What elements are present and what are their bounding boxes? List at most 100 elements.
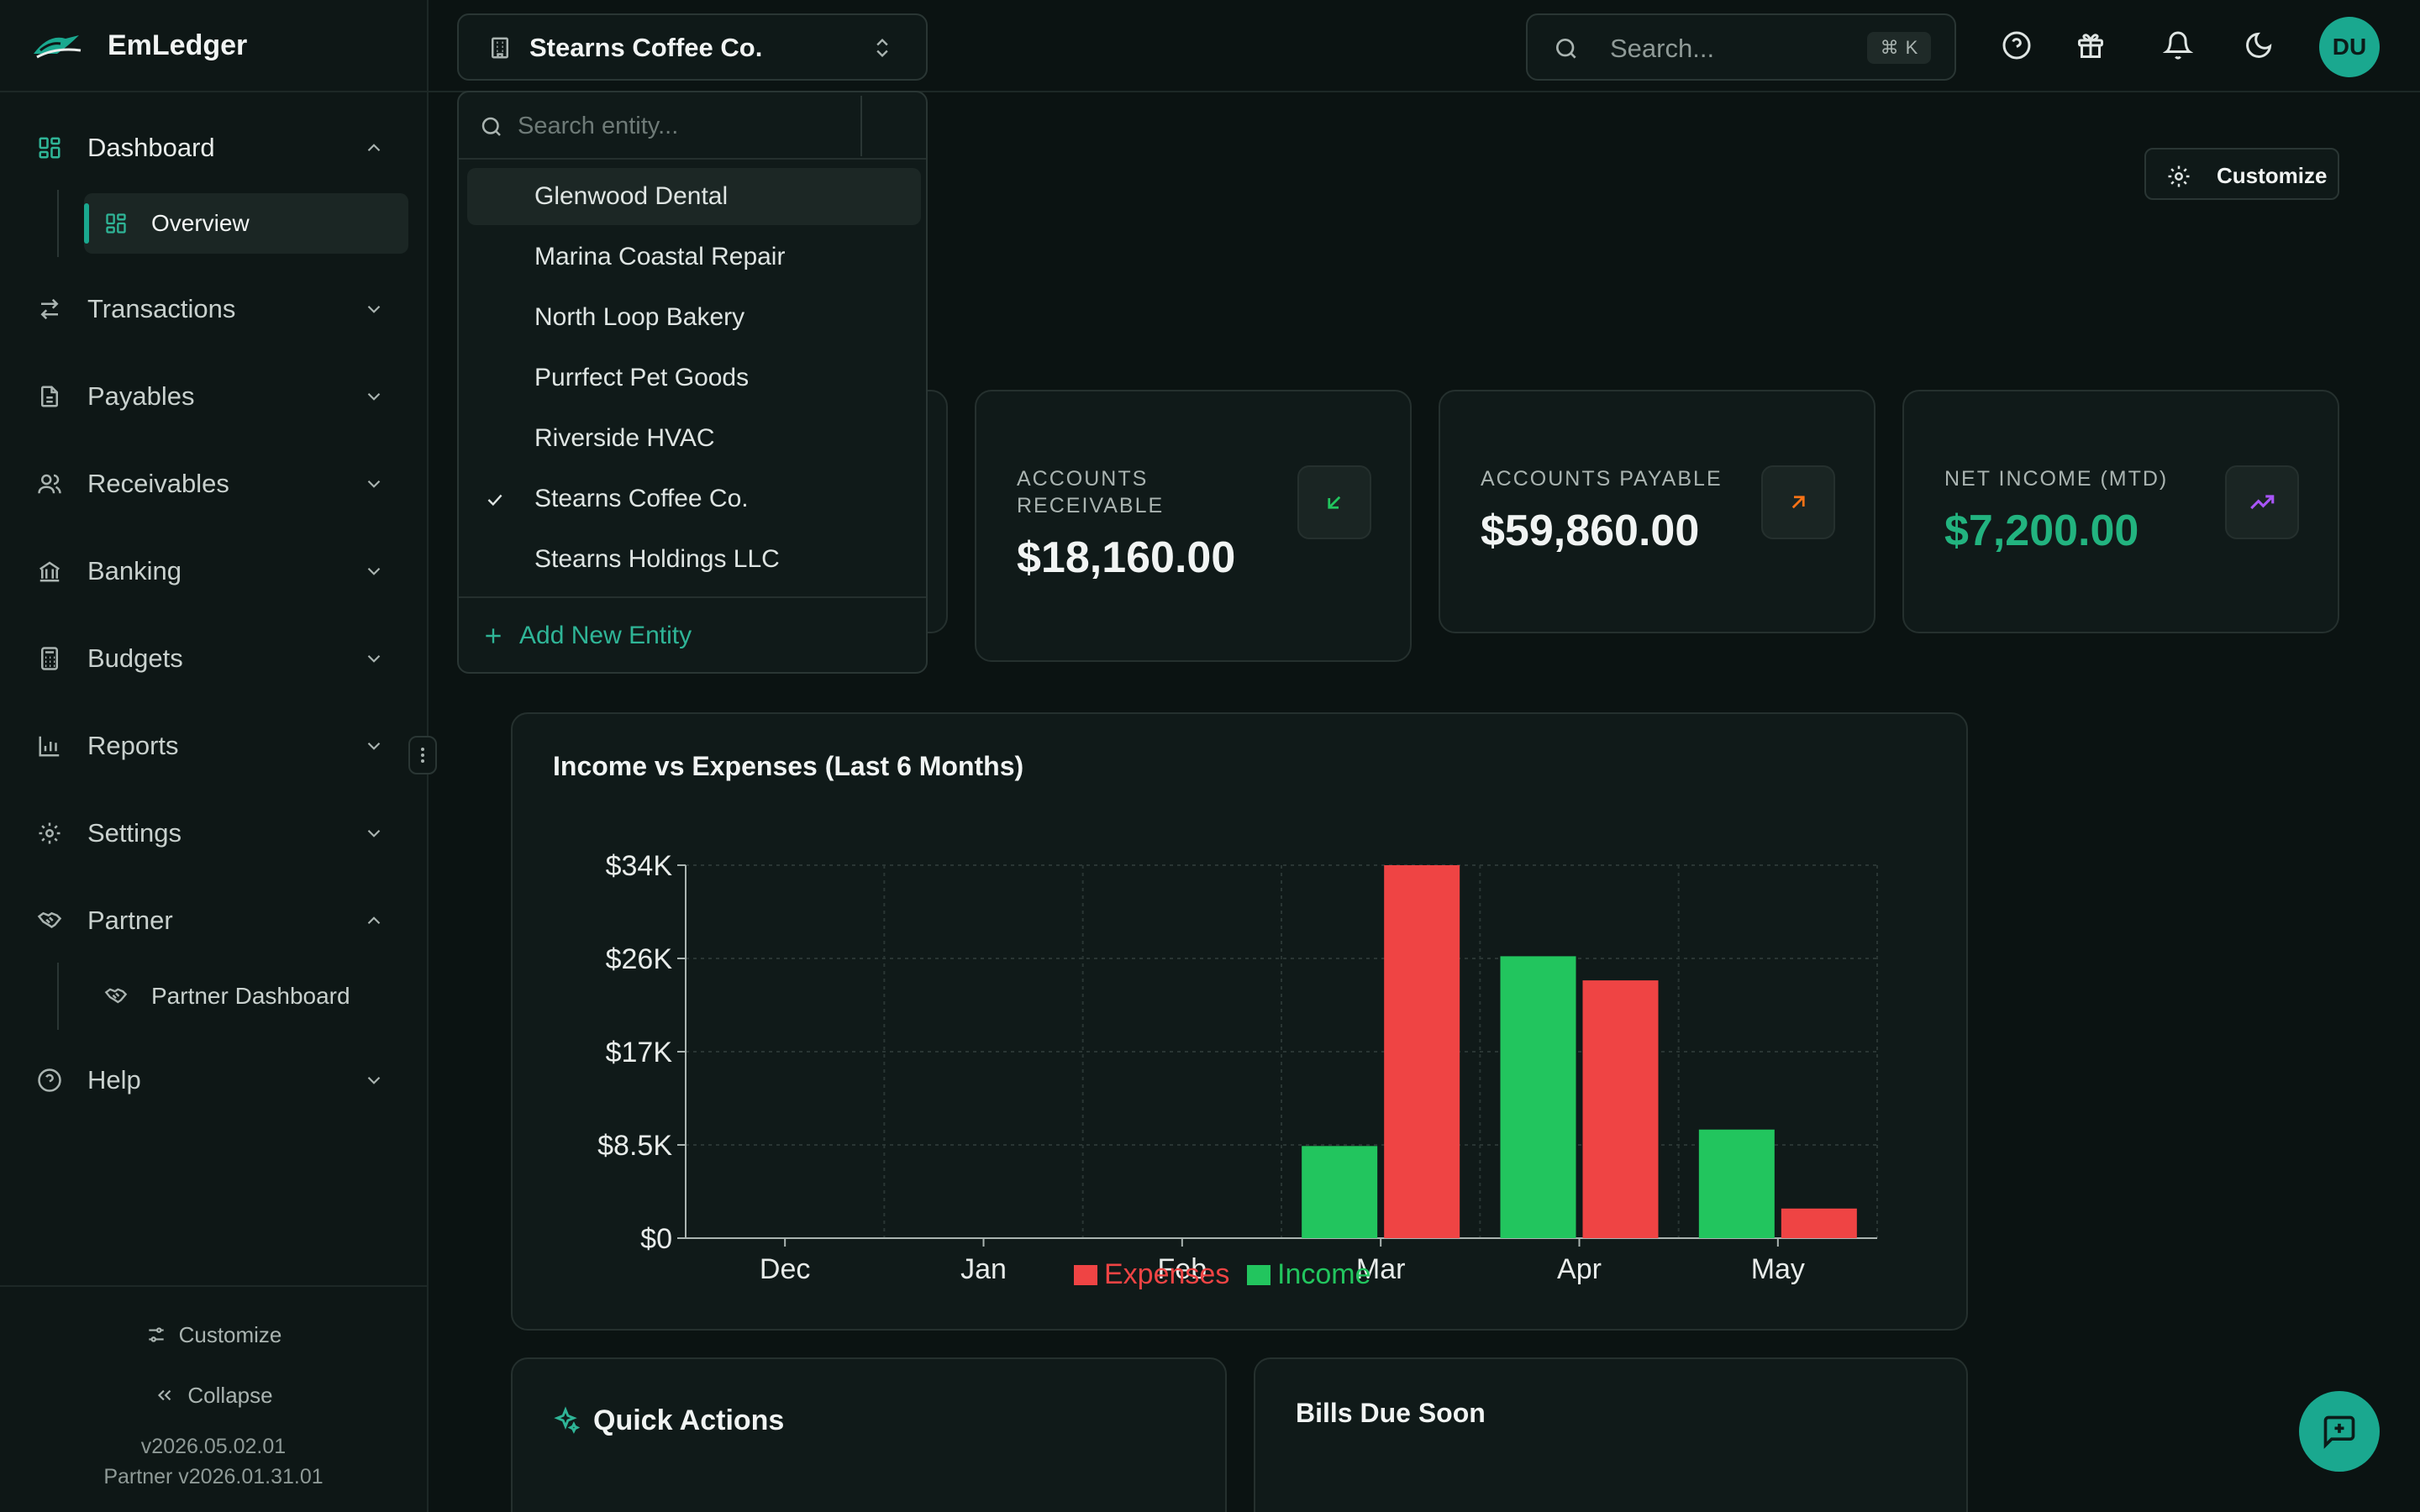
entity-option[interactable]: Purrfect Pet Goods	[467, 349, 921, 407]
sidebar-subitem-label: Partner Dashboard	[151, 983, 350, 1009]
moon-icon[interactable]	[2244, 30, 2274, 60]
entity-search-input[interactable]	[518, 96, 862, 156]
add-entity-label: Add New Entity	[519, 622, 692, 649]
gear-icon	[37, 821, 62, 846]
sidebar-customize-button[interactable]: Customize	[0, 1314, 427, 1356]
sidebar-item-reports[interactable]: Reports	[0, 712, 427, 780]
trending-up-icon	[2225, 465, 2299, 539]
search-placeholder: Search...	[1610, 34, 1715, 63]
chevron-down-icon[interactable]	[363, 473, 385, 495]
document-icon	[37, 384, 62, 409]
entity-option[interactable]: North Loop Bakery	[467, 289, 921, 346]
y-tick-label: $8.5K	[597, 1130, 672, 1162]
bills-due-card: Bills Due Soon	[1254, 1357, 1968, 1512]
income-bar	[1302, 1146, 1378, 1238]
quick-actions-title: Quick Actions	[593, 1404, 785, 1436]
help-circle-icon	[37, 1068, 62, 1093]
plus-icon	[482, 625, 504, 647]
avatar[interactable]: DU	[2319, 17, 2380, 77]
sidebar-resize-handle[interactable]	[408, 736, 437, 774]
entity-option[interactable]: Marina Coastal Repair	[467, 228, 921, 286]
chevron-down-icon[interactable]	[363, 298, 385, 320]
users-icon	[37, 471, 62, 496]
entity-option-label: Stearns Coffee Co.	[534, 485, 749, 512]
sidebar-item-label: Settings	[87, 818, 182, 848]
chevron-down-icon[interactable]	[363, 1069, 385, 1091]
sidebar-item-budgets[interactable]: Budgets	[0, 625, 427, 692]
active-indicator	[84, 203, 89, 244]
chevrons-left-icon	[154, 1384, 176, 1406]
entity-option-label: Riverside HVAC	[534, 424, 715, 452]
entity-switcher[interactable]: Stearns Coffee Co.	[457, 13, 928, 81]
sidebar-item-help[interactable]: Help	[0, 1047, 427, 1114]
expenses-bar	[1384, 865, 1460, 1238]
collapse-label: Collapse	[187, 1382, 273, 1408]
chevron-down-icon[interactable]	[363, 822, 385, 844]
entity-option[interactable]: Glenwood Dental	[467, 168, 921, 225]
entity-option[interactable]: Stearns Holdings LLC	[467, 531, 921, 588]
calculator-icon	[37, 646, 62, 671]
chevron-down-icon[interactable]	[363, 560, 385, 582]
kpi-card-net-income[interactable]: NET INCOME (MTD) $7,200.00	[1902, 390, 2339, 633]
legend-label: Expenses	[1104, 1258, 1229, 1290]
legend-label: Income	[1277, 1258, 1371, 1290]
entity-option[interactable]: Riverside HVAC	[467, 410, 921, 467]
customize-button[interactable]: Customize	[2144, 148, 2339, 200]
chevron-up-icon[interactable]	[363, 910, 385, 932]
sidebar-subitem-overview[interactable]: Overview	[84, 193, 408, 254]
handshake-icon	[104, 984, 128, 1008]
entity-option-label: North Loop Bakery	[534, 303, 745, 331]
x-tick-label: Jan	[960, 1253, 1007, 1285]
sidebar-item-banking[interactable]: Banking	[0, 538, 427, 605]
legend-swatch	[1074, 1265, 1097, 1285]
kpi-label: ACCOUNTS RECEIVABLE	[1017, 467, 1165, 517]
y-tick-label: $26K	[606, 943, 673, 975]
chart-title: Income vs Expenses (Last 6 Months)	[553, 751, 1024, 781]
dashboard-icon	[37, 135, 62, 160]
quick-actions-card: Quick Actions	[511, 1357, 1227, 1512]
chat-button[interactable]	[2299, 1391, 2380, 1472]
add-entity-button[interactable]: Add New Entity	[459, 596, 926, 672]
kpi-card-payable[interactable]: ACCOUNTS PAYABLE $59,860.00	[1439, 390, 1876, 633]
sidebar-item-label: Payables	[87, 381, 195, 411]
kpi-value: $7,200.00	[1944, 507, 2139, 555]
kpi-value: $18,160.00	[1017, 533, 1236, 582]
sidebar-item-partner[interactable]: Partner	[0, 887, 427, 954]
sidebar-item-dashboard[interactable]: Dashboard	[0, 114, 427, 181]
check-icon	[484, 489, 506, 511]
sidebar-item-settings[interactable]: Settings	[0, 800, 427, 867]
sidebar-collapse-button[interactable]: Collapse	[0, 1374, 427, 1416]
entity-option-selected[interactable]: Stearns Coffee Co.	[467, 470, 921, 528]
chevron-up-icon[interactable]	[363, 137, 385, 159]
global-search[interactable]: Search... ⌘ K	[1526, 13, 1956, 81]
x-tick-label: May	[1751, 1253, 1805, 1285]
sidebar-item-receivables[interactable]: Receivables	[0, 450, 427, 517]
kpi-card-receivable[interactable]: ACCOUNTS RECEIVABLE $18,160.00	[975, 390, 1412, 662]
chevron-down-icon[interactable]	[363, 735, 385, 757]
x-tick-label: Dec	[760, 1253, 810, 1285]
sparkles-icon	[551, 1406, 580, 1435]
entity-option-label: Purrfect Pet Goods	[534, 364, 750, 391]
x-tick-label: Apr	[1557, 1253, 1602, 1285]
shortcut-hint: ⌘ K	[1867, 32, 1931, 64]
income-expenses-chart-card: Income vs Expenses (Last 6 Months) $0 $8.…	[511, 712, 1968, 1331]
entity-name: Stearns Coffee Co.	[529, 33, 763, 62]
building-icon	[487, 35, 513, 60]
sidebar-item-payables[interactable]: Payables	[0, 363, 427, 430]
gift-icon[interactable]	[2075, 30, 2106, 60]
help-icon[interactable]	[2002, 30, 2032, 60]
expenses-bar	[1781, 1208, 1857, 1238]
bank-icon	[37, 559, 62, 584]
sidebar-item-transactions[interactable]: Transactions	[0, 276, 427, 343]
entity-option-label: Glenwood Dental	[534, 182, 729, 210]
sliders-icon	[145, 1324, 167, 1346]
entity-search-row	[459, 92, 926, 160]
search-icon	[479, 114, 504, 139]
kpi-label: ACCOUNTS PAYABLE	[1481, 467, 1723, 491]
chevron-down-icon[interactable]	[363, 648, 385, 669]
chevron-down-icon[interactable]	[363, 386, 385, 407]
sidebar-subitem-partner-dashboard[interactable]: Partner Dashboard	[84, 966, 408, 1026]
dashboard-icon	[104, 212, 128, 235]
handshake-icon	[37, 908, 62, 933]
bell-icon[interactable]	[2163, 30, 2193, 60]
